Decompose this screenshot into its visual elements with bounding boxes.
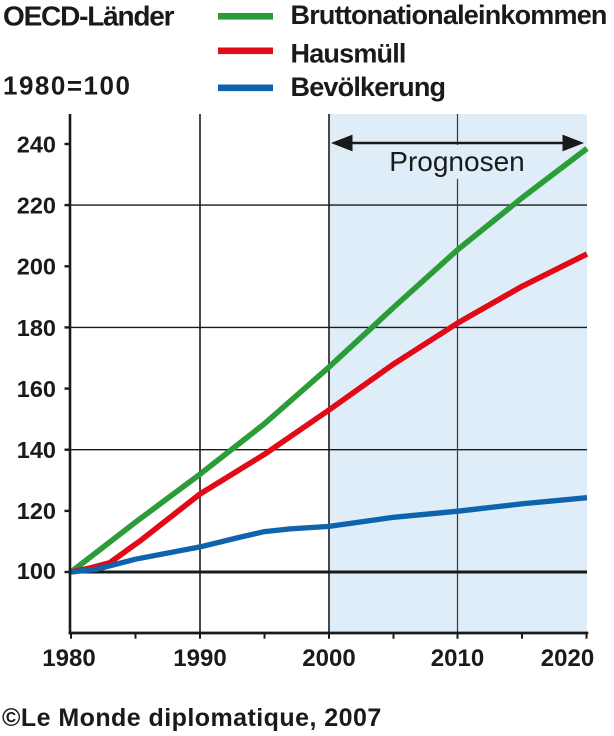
svg-text:2020: 2020 [541,645,594,672]
svg-text:180: 180 [17,315,56,341]
svg-text:240: 240 [17,131,56,157]
svg-text:140: 140 [17,437,56,463]
svg-text:Bruttonationaleinkommen: Bruttonationaleinkommen [291,0,607,30]
svg-text:Prognosen: Prognosen [389,146,524,177]
svg-text:160: 160 [17,376,56,402]
svg-text:Bevölkerung: Bevölkerung [291,72,446,102]
svg-text:Hausmüll: Hausmüll [291,39,406,69]
svg-text:220: 220 [17,193,56,219]
svg-text:1990: 1990 [173,645,226,672]
svg-text:1980: 1980 [42,645,95,672]
svg-text:120: 120 [17,498,56,524]
svg-text:200: 200 [17,254,56,280]
svg-text:1980=100: 1980=100 [3,71,131,101]
svg-text:2000: 2000 [302,645,355,672]
svg-text:OECD-Länder: OECD-Länder [3,1,175,32]
svg-text:100: 100 [17,558,56,584]
svg-text:©Le Monde diplomatique, 2007: ©Le Monde diplomatique, 2007 [2,704,382,732]
svg-text:2010: 2010 [431,645,484,672]
